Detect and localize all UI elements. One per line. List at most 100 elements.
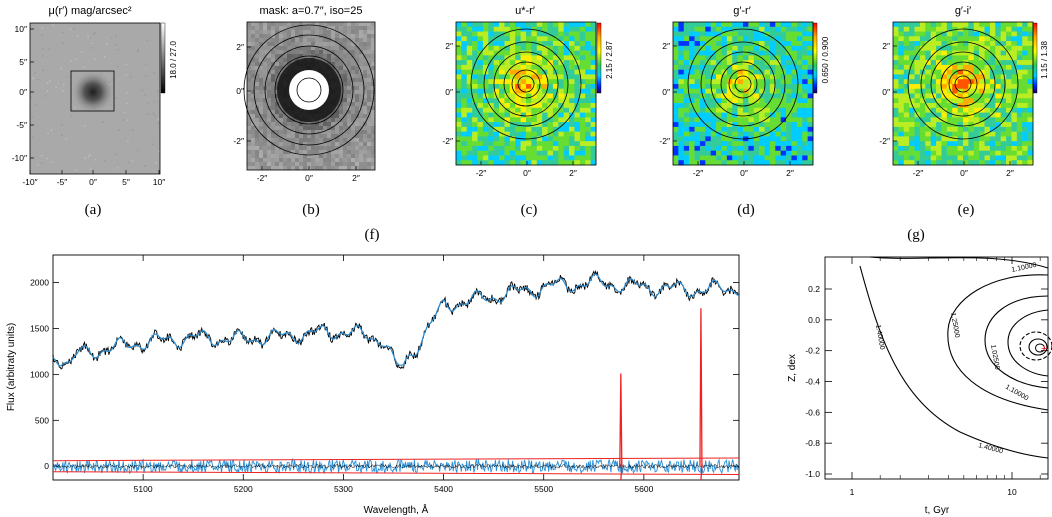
pixel [531,93,538,99]
isophote [264,45,354,135]
pixel [283,66,288,71]
pixel [898,126,905,132]
pixel [251,134,256,139]
pixel [941,22,948,28]
pixel [726,155,733,161]
pixel [251,82,256,87]
pixel [716,41,722,47]
x-tick-label: 0″ [740,168,748,178]
pixel [925,79,931,85]
pixel [509,145,516,151]
pixel [323,122,328,127]
pixel [791,93,798,99]
pixel [331,142,336,147]
pixel [673,55,679,61]
pixel [542,26,548,32]
pixel [247,126,252,131]
pixel [515,45,521,51]
pixel [251,114,256,119]
pixel [914,55,921,61]
pixel [1006,88,1012,94]
pixel [343,42,348,47]
pixel [251,50,256,55]
pixel [509,83,516,90]
pixel [1011,141,1018,147]
pixel [251,26,256,31]
pixel [984,122,991,128]
pixel [315,46,320,51]
pixel [946,74,953,80]
pixel [973,131,980,137]
pixel [807,122,814,128]
pixel [488,93,494,99]
pixel [984,107,991,113]
pixel [941,31,948,37]
pixel [678,126,685,132]
pixel [499,22,505,28]
pixel [753,141,760,147]
pixel [963,155,969,161]
pixel [1000,136,1007,142]
pixel [893,79,899,85]
pixel [263,62,268,67]
pixel [303,142,308,147]
pixel [482,83,489,90]
pixel [683,64,690,70]
pixel [482,50,489,56]
pixel [989,88,996,94]
pixel [909,160,915,166]
pixel [499,160,505,166]
pixel [493,131,500,137]
pixel [786,145,792,151]
pixel [351,162,356,167]
pixel [946,69,953,75]
pixel [780,145,787,151]
isophote [728,69,758,99]
noise-pixel [117,65,119,68]
pixel [509,107,516,113]
pixel [689,64,695,70]
pixel [552,55,559,61]
spectrum-masked-line-1 [619,373,623,481]
pixel [531,145,538,151]
pixel [482,74,489,80]
pixel [371,82,376,87]
pixel [1016,122,1023,128]
pixel [327,154,332,159]
pixel [251,46,256,51]
pixel [315,166,320,171]
y-tick-label: -2″ [879,136,890,146]
pixel [275,94,280,99]
pixel [737,83,744,90]
pixel [893,136,899,142]
pixel [699,112,706,118]
pixel [694,93,701,99]
pixel [963,160,969,166]
pixel [363,22,368,27]
pixel [351,38,356,43]
pixel [295,58,300,63]
pixel [1022,150,1028,156]
pixel [903,141,910,147]
pixel [267,38,272,43]
pixel [694,79,701,85]
noise-pixel [103,56,106,58]
pixel [979,117,985,123]
pixel [786,103,792,109]
noise-pixel [31,116,33,118]
pixel [363,42,368,47]
pixel [786,22,792,28]
panel-d-colorbar [812,22,818,94]
pixel [716,93,722,99]
pixel [367,66,372,71]
y-tick-label: 1000 [30,369,49,379]
pixel [263,98,268,103]
pixel [689,41,695,47]
pixel [323,38,328,43]
pixel [1011,160,1018,166]
contour-ticks: 1 100.20.0-0.2-0.4-0.6-0.8-1.0 [805,257,1048,497]
pixel [973,141,980,147]
pixel [1016,83,1023,90]
pixel [456,112,462,118]
pixel [520,112,527,118]
